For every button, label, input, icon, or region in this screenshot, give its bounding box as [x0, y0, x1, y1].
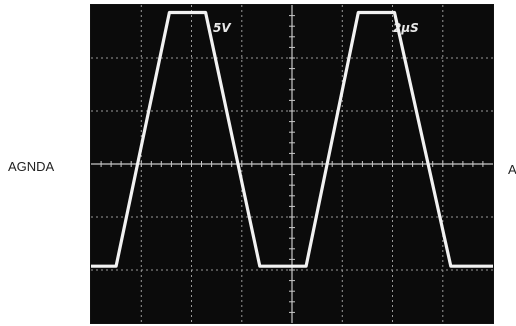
graticule-grid — [91, 5, 493, 323]
oscilloscope-plot: 5V 2µS — [91, 5, 493, 323]
waveform-trace — [91, 10, 493, 268]
waveform-trace-group — [91, 10, 493, 268]
volts-per-division-label: 5V — [213, 21, 232, 35]
oscilloscope-screen: 5V 2µS — [90, 4, 494, 324]
left-edge-label: AGNDA — [8, 159, 55, 174]
right-edge-label: A — [508, 162, 516, 177]
